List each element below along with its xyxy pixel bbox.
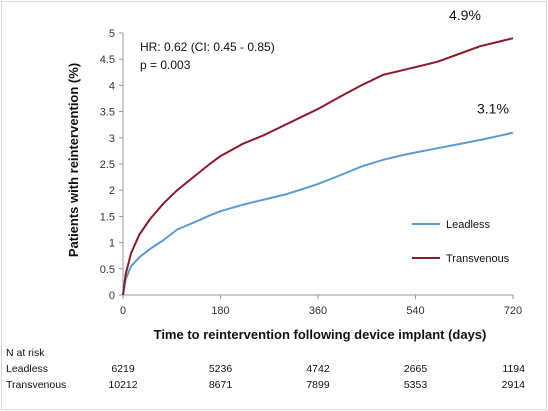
end-label-leadless: 3.1% <box>477 101 509 117</box>
x-tick-label: 360 <box>309 305 327 317</box>
y-tick-label: 3 <box>109 133 115 145</box>
hr-annotation: HR: 0.62 (CI: 0.45 - 0.85) <box>140 40 275 54</box>
x-tick-label: 540 <box>406 305 424 317</box>
x-axis-title: Time to reintervention following device … <box>154 327 487 342</box>
risk-values: 6219 5236 4742 2665 1194 10212 8671 7899 5353 291… <box>108 363 525 391</box>
risk-value-transvenous: 2914 <box>502 379 526 391</box>
x-tick-label: 720 <box>504 305 522 317</box>
p-value-annotation: p = 0.003 <box>140 58 191 72</box>
series-line-leadless <box>122 131 514 296</box>
y-tick-label: 0.5 <box>100 264 115 276</box>
y-tick-label: 2.5 <box>100 159 115 171</box>
risk-table: N at risk Leadless Transvenous 6219 5236 4… <box>6 347 525 391</box>
risk-value-leadless: 4742 <box>306 363 330 375</box>
y-axis-title: Patients with reintervention (%) <box>66 63 81 257</box>
risk-table-title: N at risk <box>6 347 45 359</box>
y-tick-label: 5 <box>109 28 115 40</box>
risk-row-label-leadless: Leadless <box>6 363 48 375</box>
y-tick-label: 1.5 <box>100 211 115 223</box>
x-tick-label: 0 <box>120 305 126 317</box>
y-tick-label: 0 <box>109 290 115 302</box>
series-line-transvenous <box>122 37 514 296</box>
risk-value-leadless: 1194 <box>502 363 525 375</box>
legend: Leadless Transvenous <box>412 219 510 265</box>
legend-label-leadless: Leadless <box>446 219 491 231</box>
legend-label-transvenous: Transvenous <box>446 253 510 265</box>
y-tick-label: 2 <box>109 185 115 197</box>
y-tick-label: 1 <box>109 238 115 250</box>
x-tick-label: 180 <box>211 305 229 317</box>
end-label-transvenous: 4.9% <box>449 7 481 23</box>
risk-row-label-transvenous: Transvenous <box>6 379 66 391</box>
risk-value-leadless: 2665 <box>404 363 428 375</box>
risk-value-transvenous: 5353 <box>404 379 428 391</box>
risk-value-transvenous: 8671 <box>209 379 233 391</box>
risk-value-transvenous: 7899 <box>306 379 330 391</box>
risk-value-leadless: 5236 <box>209 363 233 375</box>
y-tick-label: 3.5 <box>100 107 115 119</box>
plot-area: 0 0.5 1 1.5 2 2.5 3 3.5 4 4.5 5 0 180 360 540 720 3.1% 4.… <box>100 7 522 317</box>
risk-value-transvenous: 10212 <box>108 379 137 391</box>
risk-value-leadless: 6219 <box>111 363 135 375</box>
y-tick-label: 4 <box>109 80 115 92</box>
y-tick-label: 4.5 <box>100 54 115 66</box>
